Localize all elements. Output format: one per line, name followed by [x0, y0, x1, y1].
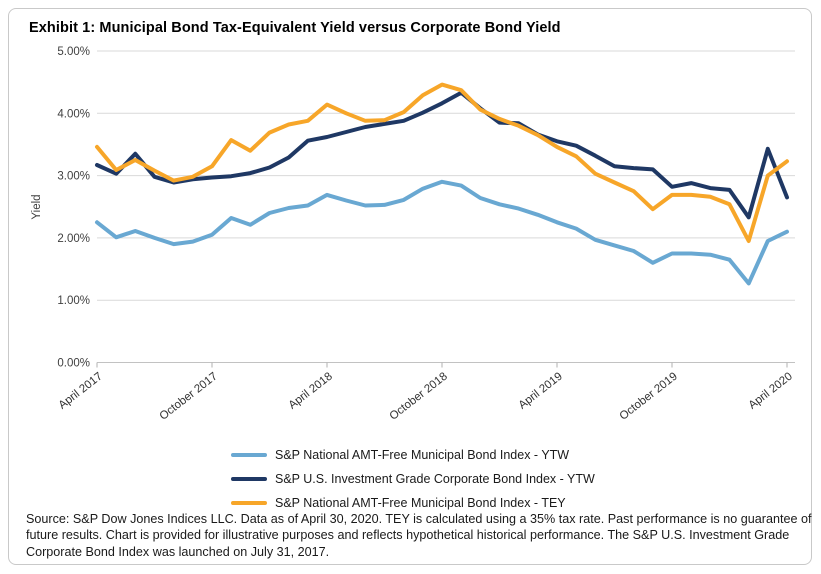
x-axis-tick-label: April 2018 [287, 370, 335, 411]
y-axis-tick-label: 5.00% [57, 46, 90, 58]
x-axis-tick-label: April 2020 [747, 370, 795, 411]
legend: S&P National AMT-Free Municipal Bond Ind… [231, 446, 595, 511]
legend-label: S&P National AMT-Free Municipal Bond Ind… [275, 495, 566, 510]
x-axis-tick-label: October 2017 [158, 370, 220, 422]
muni-ytw-line-swatch [231, 452, 267, 457]
muni-tey-line-swatch [231, 500, 267, 505]
y-axis-tick-label: 0.00% [57, 358, 90, 370]
x-axis-tick-label: October 2018 [388, 370, 450, 422]
series-line-muni-ytw [95, 179, 789, 286]
yield-line-chart: 0.00% 1.00% 2.00% 3.00% 4.00% 5.00% Yield April… [31, 46, 795, 423]
series-line-corp-ytw [95, 90, 789, 220]
x-axis-tick-label: October 2019 [618, 370, 680, 422]
legend-label: S&P National AMT-Free Municipal Bond Ind… [275, 447, 570, 462]
source-note: Source: S&P Dow Jones Indices LLC. Data … [26, 512, 812, 559]
legend-label: S&P U.S. Investment Grade Corporate Bond… [275, 471, 595, 486]
y-axis-tick-label: 2.00% [57, 233, 90, 245]
y-axis-tick-label: 1.00% [57, 295, 90, 307]
chart-card: Exhibit 1: Municipal Bond Tax-Equivalent… [8, 8, 812, 565]
series-line-muni-tey [95, 82, 789, 243]
legend-item-corp-ytw: S&P U.S. Investment Grade Corporate Bond… [231, 470, 595, 487]
corp-ytw-line-swatch [231, 476, 267, 481]
legend-item-muni-tey: S&P National AMT-Free Municipal Bond Ind… [231, 494, 595, 511]
x-axis-tick-label: April 2017 [57, 370, 105, 411]
x-axis-tick-label: April 2019 [517, 370, 565, 411]
y-axis-title: Yield [31, 194, 43, 219]
y-axis-tick-label: 4.00% [57, 108, 90, 120]
y-axis-tick-label: 3.00% [57, 171, 90, 183]
legend-item-muni-ytw: S&P National AMT-Free Municipal Bond Ind… [231, 446, 595, 463]
page-title: Exhibit 1: Municipal Bond Tax-Equivalent… [29, 20, 561, 36]
